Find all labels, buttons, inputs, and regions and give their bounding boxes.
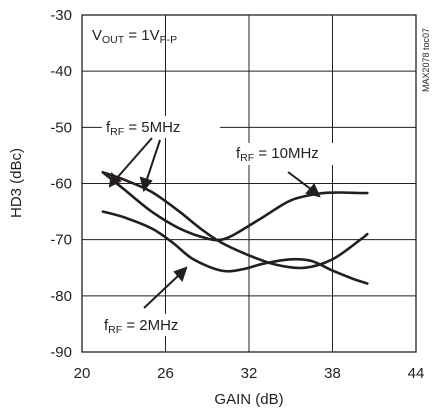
x-tick-label-0: 20 [74,365,91,382]
annotation-5mhz: fRF = 5MHz [106,119,180,138]
figure-id-label: MAX2078 toc07 [421,28,431,92]
y-tick-label-1: -40 [50,63,72,80]
x-tick-label-3: 38 [324,365,341,382]
y-axis-title: HD3 (dBc) [8,148,25,218]
x-tick-labels: 20 26 32 38 44 [74,365,425,382]
series-line-2 [101,210,369,285]
y-tick-label-6: -90 [50,344,72,361]
annotation-10mhz: fRF = 10MHz [236,145,319,164]
arrow-10mhz [287,171,313,191]
y-tick-label-2: -50 [50,119,72,136]
arrowhead-2mhz [173,266,188,282]
x-tick-label-2: 32 [241,365,258,382]
arrow-2mhz [143,274,180,309]
annotation-2mhz-bg [100,314,206,336]
annotation-10mhz-bg [232,143,336,165]
x-tick-label-1: 26 [157,365,174,382]
data-series [101,171,369,285]
y-tick-label-5: -80 [50,288,72,305]
series-line-1 [101,171,369,270]
condition-label: VOUT = 1VP-P [92,27,177,46]
annotation-5mhz-bg [102,116,220,138]
x-axis-title: GAIN (dB) [214,391,283,408]
y-tick-label-0: -30 [50,7,72,24]
series-line-0 [101,171,369,242]
arrow-5mhz-to-10mhz-curve [145,139,161,183]
y-tick-label-4: -70 [50,232,72,249]
annotation-2mhz: fRF = 2MHz [104,317,178,336]
arrow-5mhz-to-5mhz-curve [115,137,153,180]
arrowhead-5mhz-b [108,172,122,188]
x-tick-label-4: 44 [408,365,425,382]
plot-frame [81,14,417,353]
y-tick-label-3: -60 [50,176,72,193]
arrowhead-10mhz [305,183,321,198]
arrowhead-5mhz-a [139,176,153,193]
y-tick-labels: -30 -40 -50 -60 -70 -80 -90 [50,7,72,361]
annotation-arrows [108,137,321,309]
